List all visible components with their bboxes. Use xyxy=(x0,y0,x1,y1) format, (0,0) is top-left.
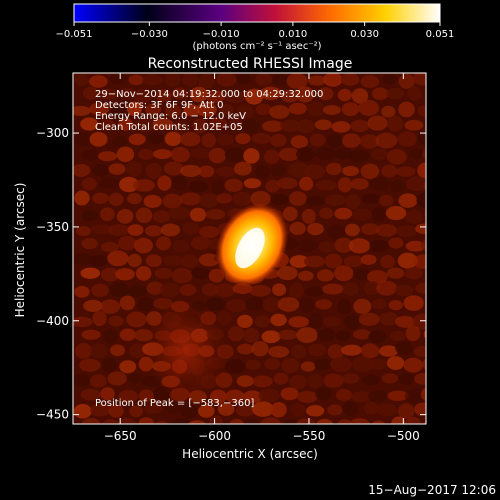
colorbar-tick-label: −0.030 xyxy=(131,29,168,40)
annotation-line: Detectors: 3F 6F 9F, Att 0 xyxy=(95,100,223,111)
y-tick-label: −300 xyxy=(36,126,69,140)
plot-frame xyxy=(72,72,427,425)
colorbar-tick-label: −0.010 xyxy=(203,29,240,40)
x-tick-label: −550 xyxy=(292,429,325,443)
secondary-emission-blob xyxy=(145,300,225,400)
colorbar-tick-label: 0.010 xyxy=(279,29,308,40)
annotation-block: 29−Nov−2014 04:19:32.000 to 04:29:32.000… xyxy=(95,89,323,133)
y-axis-ticks: −300 −350 −400 −450 xyxy=(36,126,426,422)
x-axis-ticks: −650 −600 −550 −500 xyxy=(104,73,420,443)
colorbar xyxy=(73,3,441,23)
peak-core xyxy=(235,227,265,269)
y-tick-label: −400 xyxy=(36,314,69,328)
y-tick-label: −450 xyxy=(36,408,69,422)
heatmap-image xyxy=(73,73,426,424)
x-tick-label: −650 xyxy=(104,429,137,443)
x-axis-label: Heliocentric X (arcsec) xyxy=(182,447,318,461)
colorbar-ticks: −0.051 −0.030 −0.010 0.010 0.030 0.051 xyxy=(55,22,454,40)
y-tick-label: −350 xyxy=(36,220,69,234)
y-axis-label: Heliocentric Y (arcsec) xyxy=(13,183,27,318)
colorbar-tick-label: 0.030 xyxy=(350,29,379,40)
annotation-line: Clean Total counts: 1.02E+05 xyxy=(95,122,243,133)
footer-timestamp: 15−Aug−2017 12:06 xyxy=(368,483,496,497)
colorbar-tick-label: 0.051 xyxy=(426,29,455,40)
peak-position-label: Position of Peak = [−583,−360] xyxy=(95,398,254,409)
colorbar-tick-label: −0.051 xyxy=(55,29,92,40)
annotation-line: Energy Range: 6.0 − 12.0 keV xyxy=(95,111,246,122)
colorbar-units-label: (photons cm⁻² s⁻¹ asec⁻²) xyxy=(192,41,321,52)
x-tick-label: −500 xyxy=(387,429,420,443)
chart-title: Reconstructed RHESSI Image xyxy=(148,56,353,72)
annotation-line: 29−Nov−2014 04:19:32.000 to 04:29:32.000 xyxy=(95,89,323,100)
x-tick-label: −600 xyxy=(198,429,231,443)
